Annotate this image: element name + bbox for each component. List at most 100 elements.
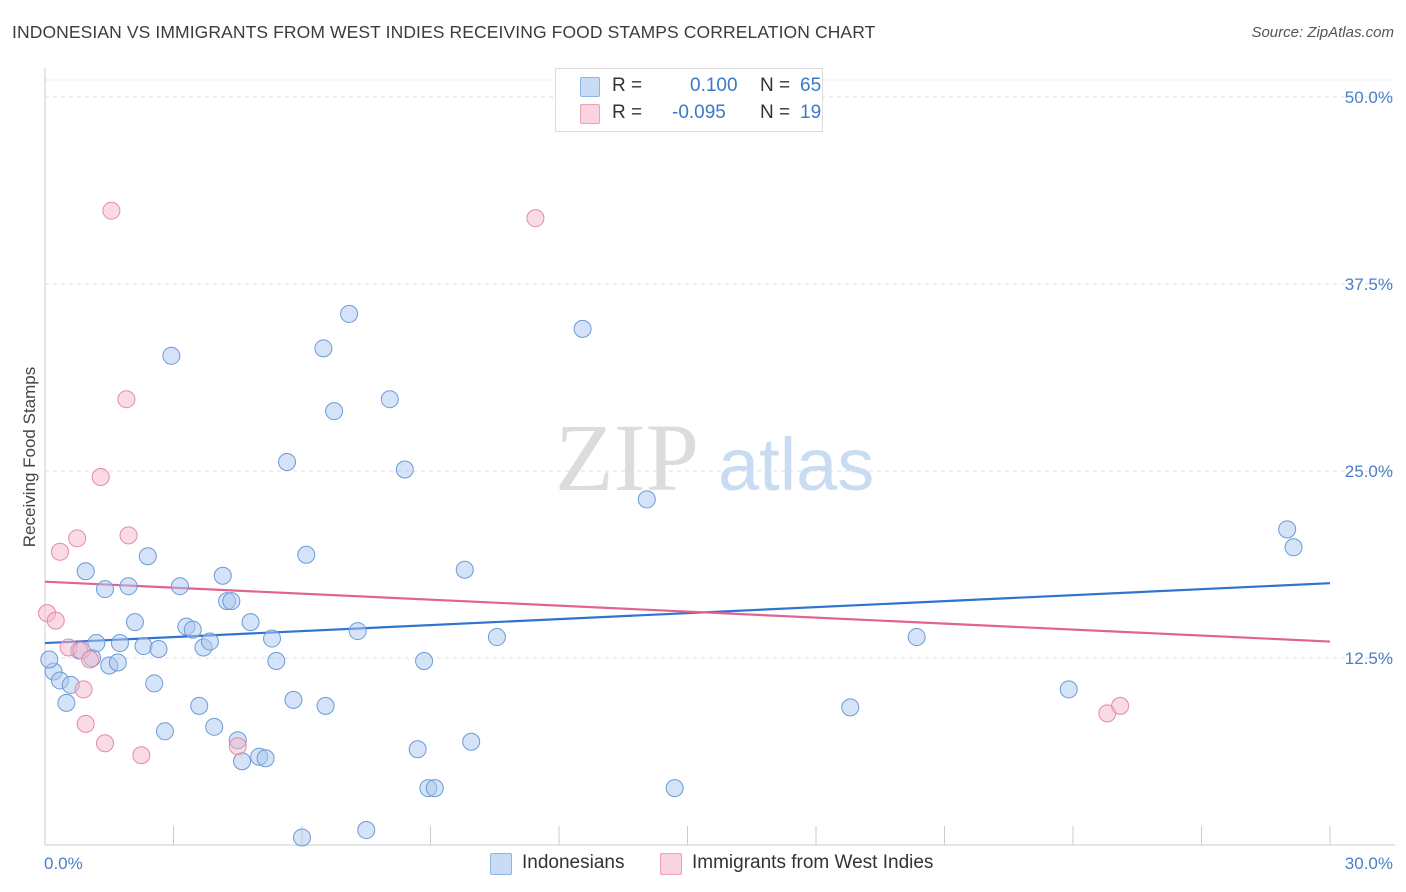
stats-legend: R = 0.100 N = 65 R = -0.095 N = 19	[555, 68, 823, 132]
west-indies-point-18	[1111, 696, 1130, 715]
indonesians-point-62	[1278, 520, 1297, 539]
west-indies-point-8	[80, 650, 99, 669]
west-indies-point-4	[68, 529, 87, 548]
indonesians-point-17	[149, 640, 168, 659]
west-indies-trend-line	[44, 580, 1331, 643]
indonesians-point-61	[1059, 680, 1078, 699]
indonesians-point-25	[200, 632, 219, 651]
y-tick-label-1: 25.0%	[1345, 462, 1393, 481]
legend-swatch-indonesians	[580, 77, 600, 97]
indonesians-point-56	[573, 319, 592, 338]
indonesians-point-10	[108, 653, 127, 672]
indonesians-point-13	[125, 613, 144, 632]
west-indies-point-9	[91, 467, 110, 486]
indonesians-point-48	[395, 460, 414, 479]
indonesians-point-41	[314, 339, 333, 358]
legend-n-label: N =	[760, 75, 791, 96]
indonesians-point-35	[263, 629, 282, 648]
indonesians-point-53	[455, 560, 474, 579]
legend-n-label: N =	[760, 102, 791, 123]
watermark-zip: ZIP	[555, 404, 699, 511]
y-axis-label: Receiving Food Stamps	[20, 367, 39, 547]
indonesians-point-15	[138, 547, 157, 566]
chart-title: INDONESIAN VS IMMIGRANTS FROM WEST INDIE…	[12, 22, 876, 42]
west-indies-point-13	[119, 526, 138, 545]
legend-r-label: R =	[612, 102, 643, 123]
y-tick-label-3: 50.0%	[1345, 88, 1393, 107]
indonesians-point-22	[183, 620, 202, 639]
indonesians-point-16	[145, 674, 164, 693]
west-indies-point-6	[74, 680, 93, 699]
indonesians-point-46	[357, 821, 376, 840]
watermark-atlas: atlas	[718, 423, 874, 506]
indonesians-point-11	[110, 634, 129, 653]
west-indies-point-2	[50, 542, 69, 561]
indonesians-point-26	[205, 717, 224, 736]
indonesians-point-2	[57, 693, 76, 712]
indonesians-point-52	[425, 779, 444, 798]
indonesians-point-50	[415, 651, 434, 670]
indonesians-point-31	[233, 752, 252, 771]
indonesians-point-37	[278, 453, 297, 472]
indonesians-point-36	[267, 651, 286, 670]
indonesians-point-5	[76, 562, 95, 581]
source-label: Source: ZipAtlas.com	[1251, 24, 1394, 41]
x-tick-label-max: 30.0%	[1345, 854, 1393, 873]
indonesians-point-23	[190, 696, 209, 715]
indonesians-point-63	[1284, 538, 1303, 557]
west-indies-point-14	[132, 746, 151, 765]
y-tick-label-2: 37.5%	[1345, 275, 1393, 294]
indonesians-point-43	[325, 402, 344, 421]
indonesians-point-39	[293, 828, 311, 847]
legend-label-indonesians: Indonesians	[522, 852, 625, 873]
indonesians-point-12	[119, 577, 138, 596]
indonesians-point-55	[487, 628, 506, 647]
data-points	[38, 201, 1303, 847]
indonesians-point-49	[408, 740, 427, 759]
indonesians-point-54	[462, 732, 481, 751]
indonesians-point-45	[348, 622, 367, 641]
west-indies-point-15	[228, 737, 247, 756]
indonesians-point-32	[241, 613, 260, 632]
grid-lines	[45, 79, 1395, 659]
indonesians-point-19	[162, 346, 181, 365]
legend-swatch-indonesians	[490, 853, 512, 875]
indonesians-point-8	[95, 580, 114, 599]
indonesians-point-57	[637, 490, 656, 509]
indonesians-point-42	[316, 696, 335, 715]
tick-labels: 12.5% 25.0% 37.5% 50.0% 0.0% 30.0%	[44, 88, 1393, 873]
indonesians-point-44	[340, 304, 359, 323]
legend-r-label: R =	[612, 75, 643, 96]
indonesians-point-29	[222, 592, 241, 611]
west-indies-point-1	[46, 611, 65, 630]
west-indies-point-7	[76, 714, 95, 733]
indonesians-point-34	[256, 749, 275, 768]
legend-swatch-west-indies	[660, 853, 682, 875]
west-indies-point-12	[117, 390, 136, 409]
legend-label-west-indies: Immigrants from West Indies	[692, 852, 934, 873]
indonesians-point-20	[170, 577, 189, 596]
indonesians-point-58	[665, 779, 684, 798]
west-indies-point-11	[102, 201, 121, 220]
indonesians-point-7	[87, 634, 106, 653]
trend-lines	[44, 580, 1331, 645]
legend-n-value: 19	[800, 102, 822, 123]
indonesians-point-47	[380, 390, 399, 409]
indonesians-trend-line	[44, 582, 1331, 645]
west-indies-point-16	[526, 209, 545, 228]
indonesians-point-59	[841, 698, 860, 717]
indonesians-point-38	[284, 690, 303, 709]
west-indies-point-10	[95, 734, 114, 753]
indonesians-point-40	[297, 545, 316, 564]
x-tick-label-min: 0.0%	[44, 854, 83, 873]
legend-r-value: -0.095	[672, 102, 726, 123]
legend-r-value: 0.100	[690, 75, 738, 96]
legend-swatch-west-indies	[580, 104, 600, 124]
indonesians-point-18	[155, 722, 174, 741]
indonesians-point-60	[907, 628, 926, 647]
indonesians-point-27	[213, 566, 232, 585]
indonesians-point-64	[40, 650, 59, 669]
y-tick-label-0: 12.5%	[1345, 649, 1393, 668]
watermark: ZIP atlas	[555, 404, 874, 511]
